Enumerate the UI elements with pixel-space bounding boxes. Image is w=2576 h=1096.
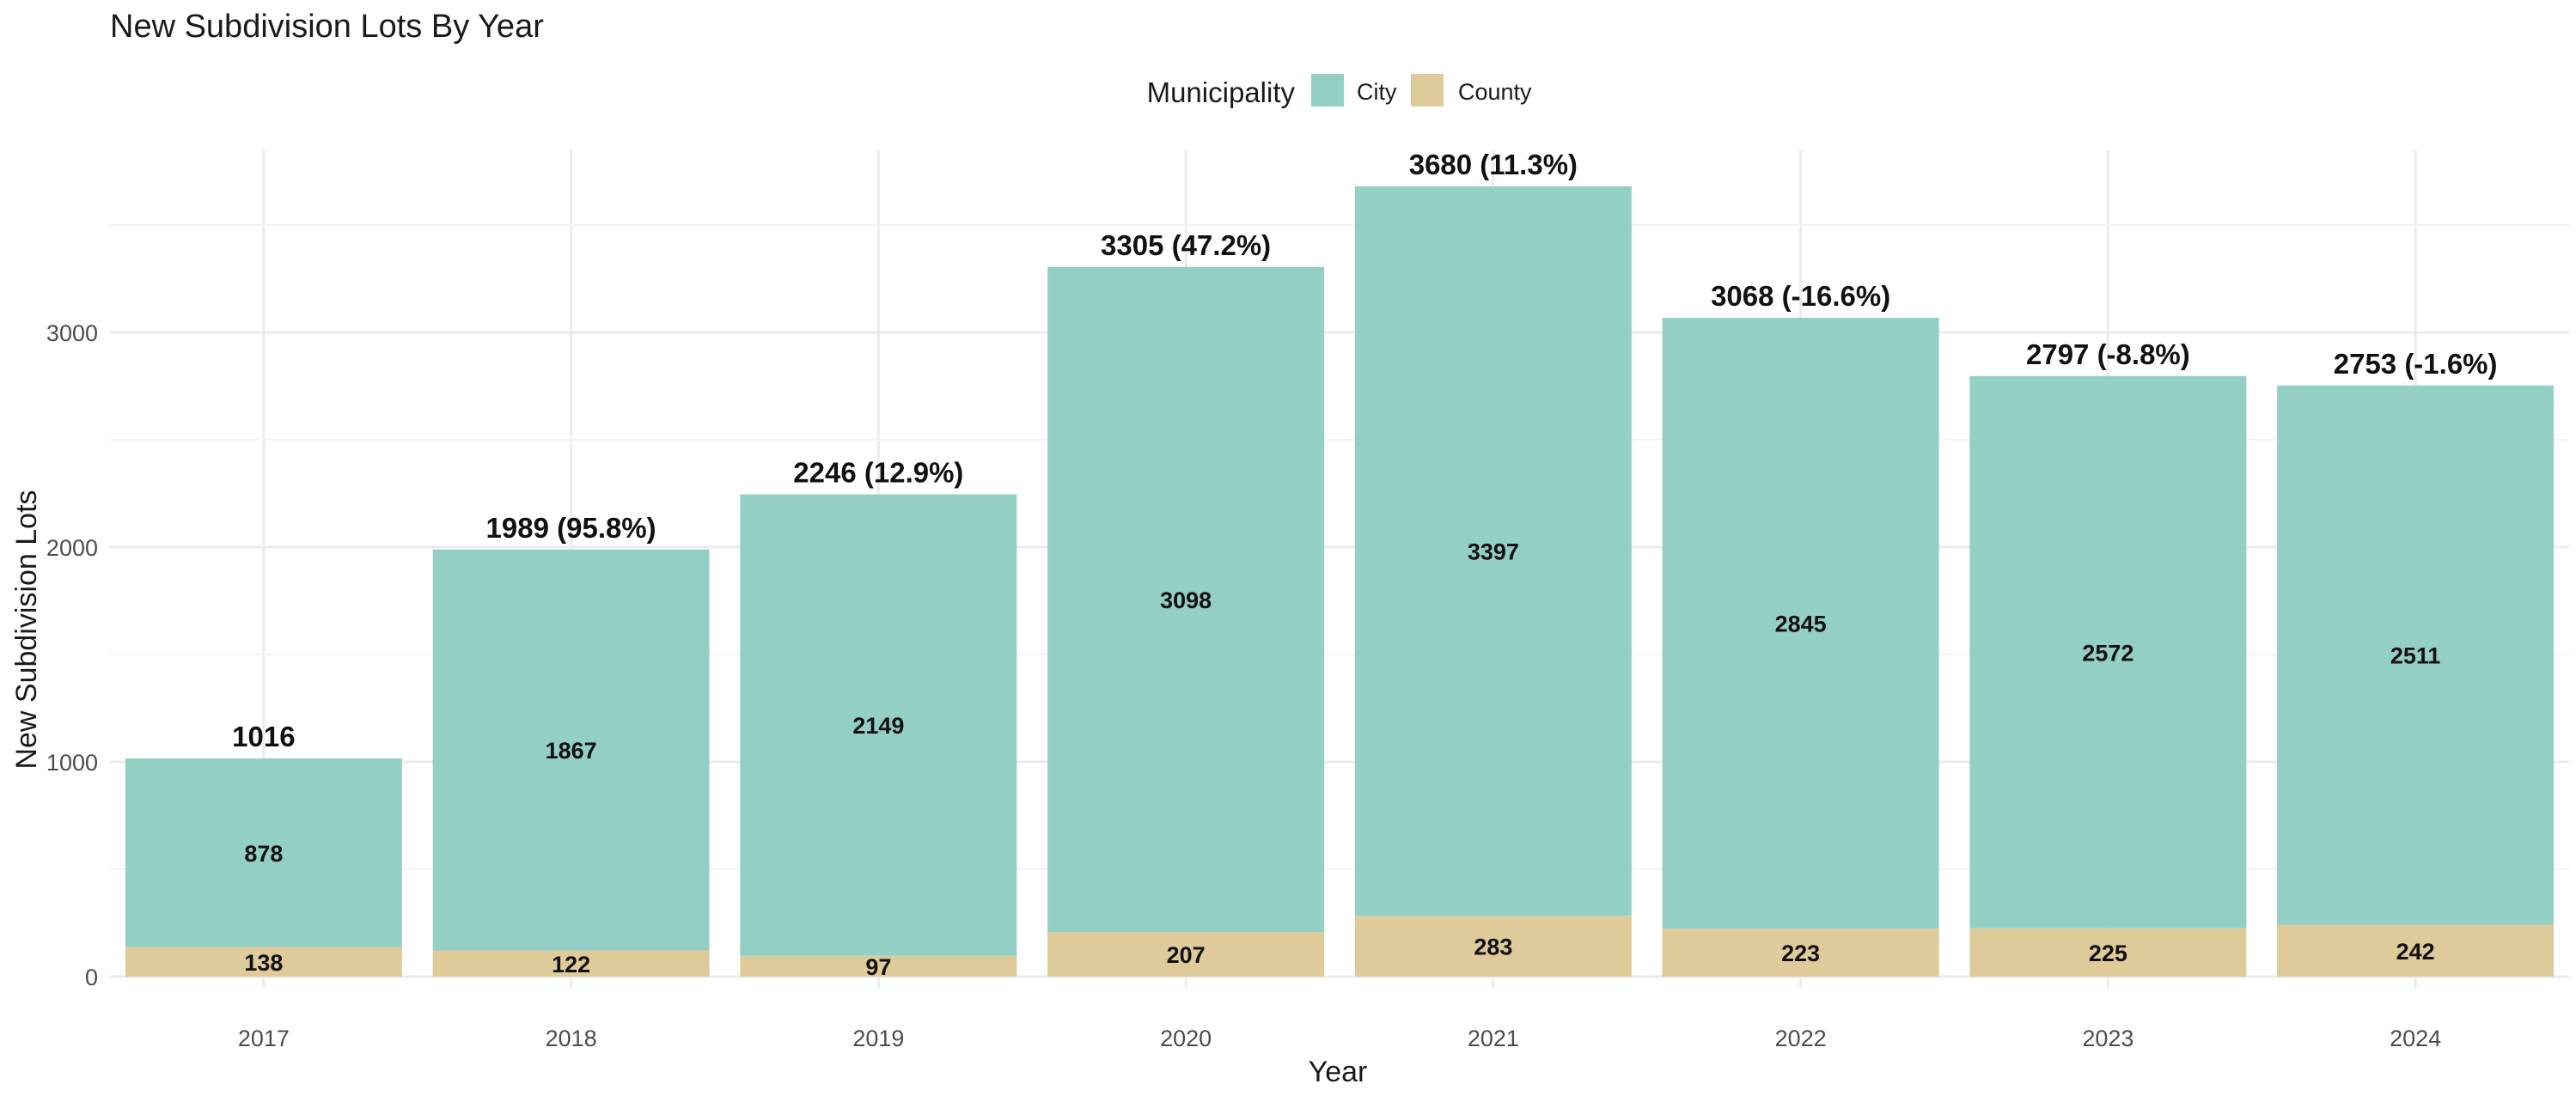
y-axis-ticks: 0 1000 2000 3000	[46, 320, 98, 990]
bar-total-label: 1016	[232, 721, 295, 752]
x-axis-title: Year	[1309, 1056, 1368, 1088]
bar-city-label: 1867	[546, 738, 597, 764]
bar-total-label: 2753 (-1.6%)	[2334, 348, 2498, 380]
bar-county	[1969, 928, 2247, 977]
legend-label-city: City	[1357, 79, 1397, 105]
x-tick-label: 2017	[238, 1026, 290, 1051]
bars	[125, 186, 2555, 977]
bar-county	[740, 955, 1017, 977]
bar-county	[1354, 916, 1632, 977]
y-tick-label: 1000	[46, 750, 98, 776]
bar-city	[740, 494, 1017, 956]
legend-swatch-city	[1311, 74, 1344, 107]
bar-county-label: 242	[2396, 939, 2435, 965]
bar-county-label: 138	[244, 950, 283, 976]
legend-title: Municipality	[1147, 76, 1296, 108]
y-tick-label: 2000	[46, 535, 98, 561]
bar-city-label: 2149	[852, 713, 904, 739]
x-tick-label: 2018	[546, 1026, 597, 1051]
bar-total-label: 1989 (95.8%)	[486, 512, 656, 544]
x-tick-label: 2023	[2082, 1026, 2133, 1051]
bar-total-label: 3680 (11.3%)	[1409, 149, 1578, 180]
segment-labels: 138 878 122 1867 97 2149 207 3098 283 3397 223 2845…	[244, 539, 2440, 980]
bar-county	[2277, 924, 2555, 977]
y-axis-title: New Subdivision Lots	[10, 490, 43, 769]
x-tick-label: 2022	[1775, 1026, 1827, 1051]
y-tick-label: 0	[85, 965, 98, 990]
x-tick-label: 2021	[1468, 1026, 1519, 1051]
bar-county-label: 225	[2089, 941, 2127, 966]
bar-county	[432, 950, 710, 977]
bar-city-label: 2845	[1775, 612, 1827, 637]
x-tick-label: 2019	[852, 1026, 904, 1051]
bar-county	[1662, 929, 1939, 977]
bar-city	[1354, 186, 1632, 916]
bar-county-label: 283	[1474, 935, 1512, 960]
bar-city	[1662, 318, 1939, 929]
bar-county	[125, 947, 402, 977]
bar-city	[1969, 375, 2247, 929]
bar-city	[432, 549, 710, 951]
bar-total-label: 2246 (12.9%)	[793, 457, 963, 489]
x-tick-label: 2020	[1160, 1026, 1212, 1051]
bar-total-label: 3068 (-16.6%)	[1711, 280, 1890, 312]
legend: Municipality City County	[1147, 74, 1532, 108]
bar-city-label: 3397	[1468, 539, 1519, 565]
bar-county-label: 223	[1781, 941, 1820, 966]
bar-city-label: 2572	[2082, 640, 2133, 666]
bar-total-label: 3305 (47.2%)	[1101, 229, 1271, 261]
bar-city-label: 878	[244, 841, 283, 867]
bar-total-label: 2797 (-8.8%)	[2026, 338, 2190, 370]
bar-county-label: 122	[552, 952, 590, 977]
bar-county	[1047, 932, 1325, 977]
bar-city-label: 2511	[2390, 643, 2441, 669]
bar-city-label: 3098	[1160, 588, 1212, 613]
bar-county-label: 207	[1167, 942, 1206, 968]
bar-city	[1047, 266, 1325, 933]
x-tick-label: 2024	[2390, 1026, 2441, 1051]
y-tick-label: 3000	[46, 320, 98, 346]
legend-swatch-county	[1411, 74, 1444, 107]
legend-label-county: County	[1458, 79, 1532, 105]
bar-county-label: 97	[865, 954, 891, 980]
total-labels: 1016 1989 (95.8%) 2246 (12.9%) 3305 (47.2%)…	[232, 149, 2497, 752]
chart-title: New Subdivision Lots By Year	[110, 9, 544, 45]
bar-city	[125, 758, 402, 947]
bar-city	[2277, 385, 2555, 925]
x-axis-ticks: 2017 2018 2019 2020 2021 2022 2023 2024	[238, 1026, 2441, 1051]
